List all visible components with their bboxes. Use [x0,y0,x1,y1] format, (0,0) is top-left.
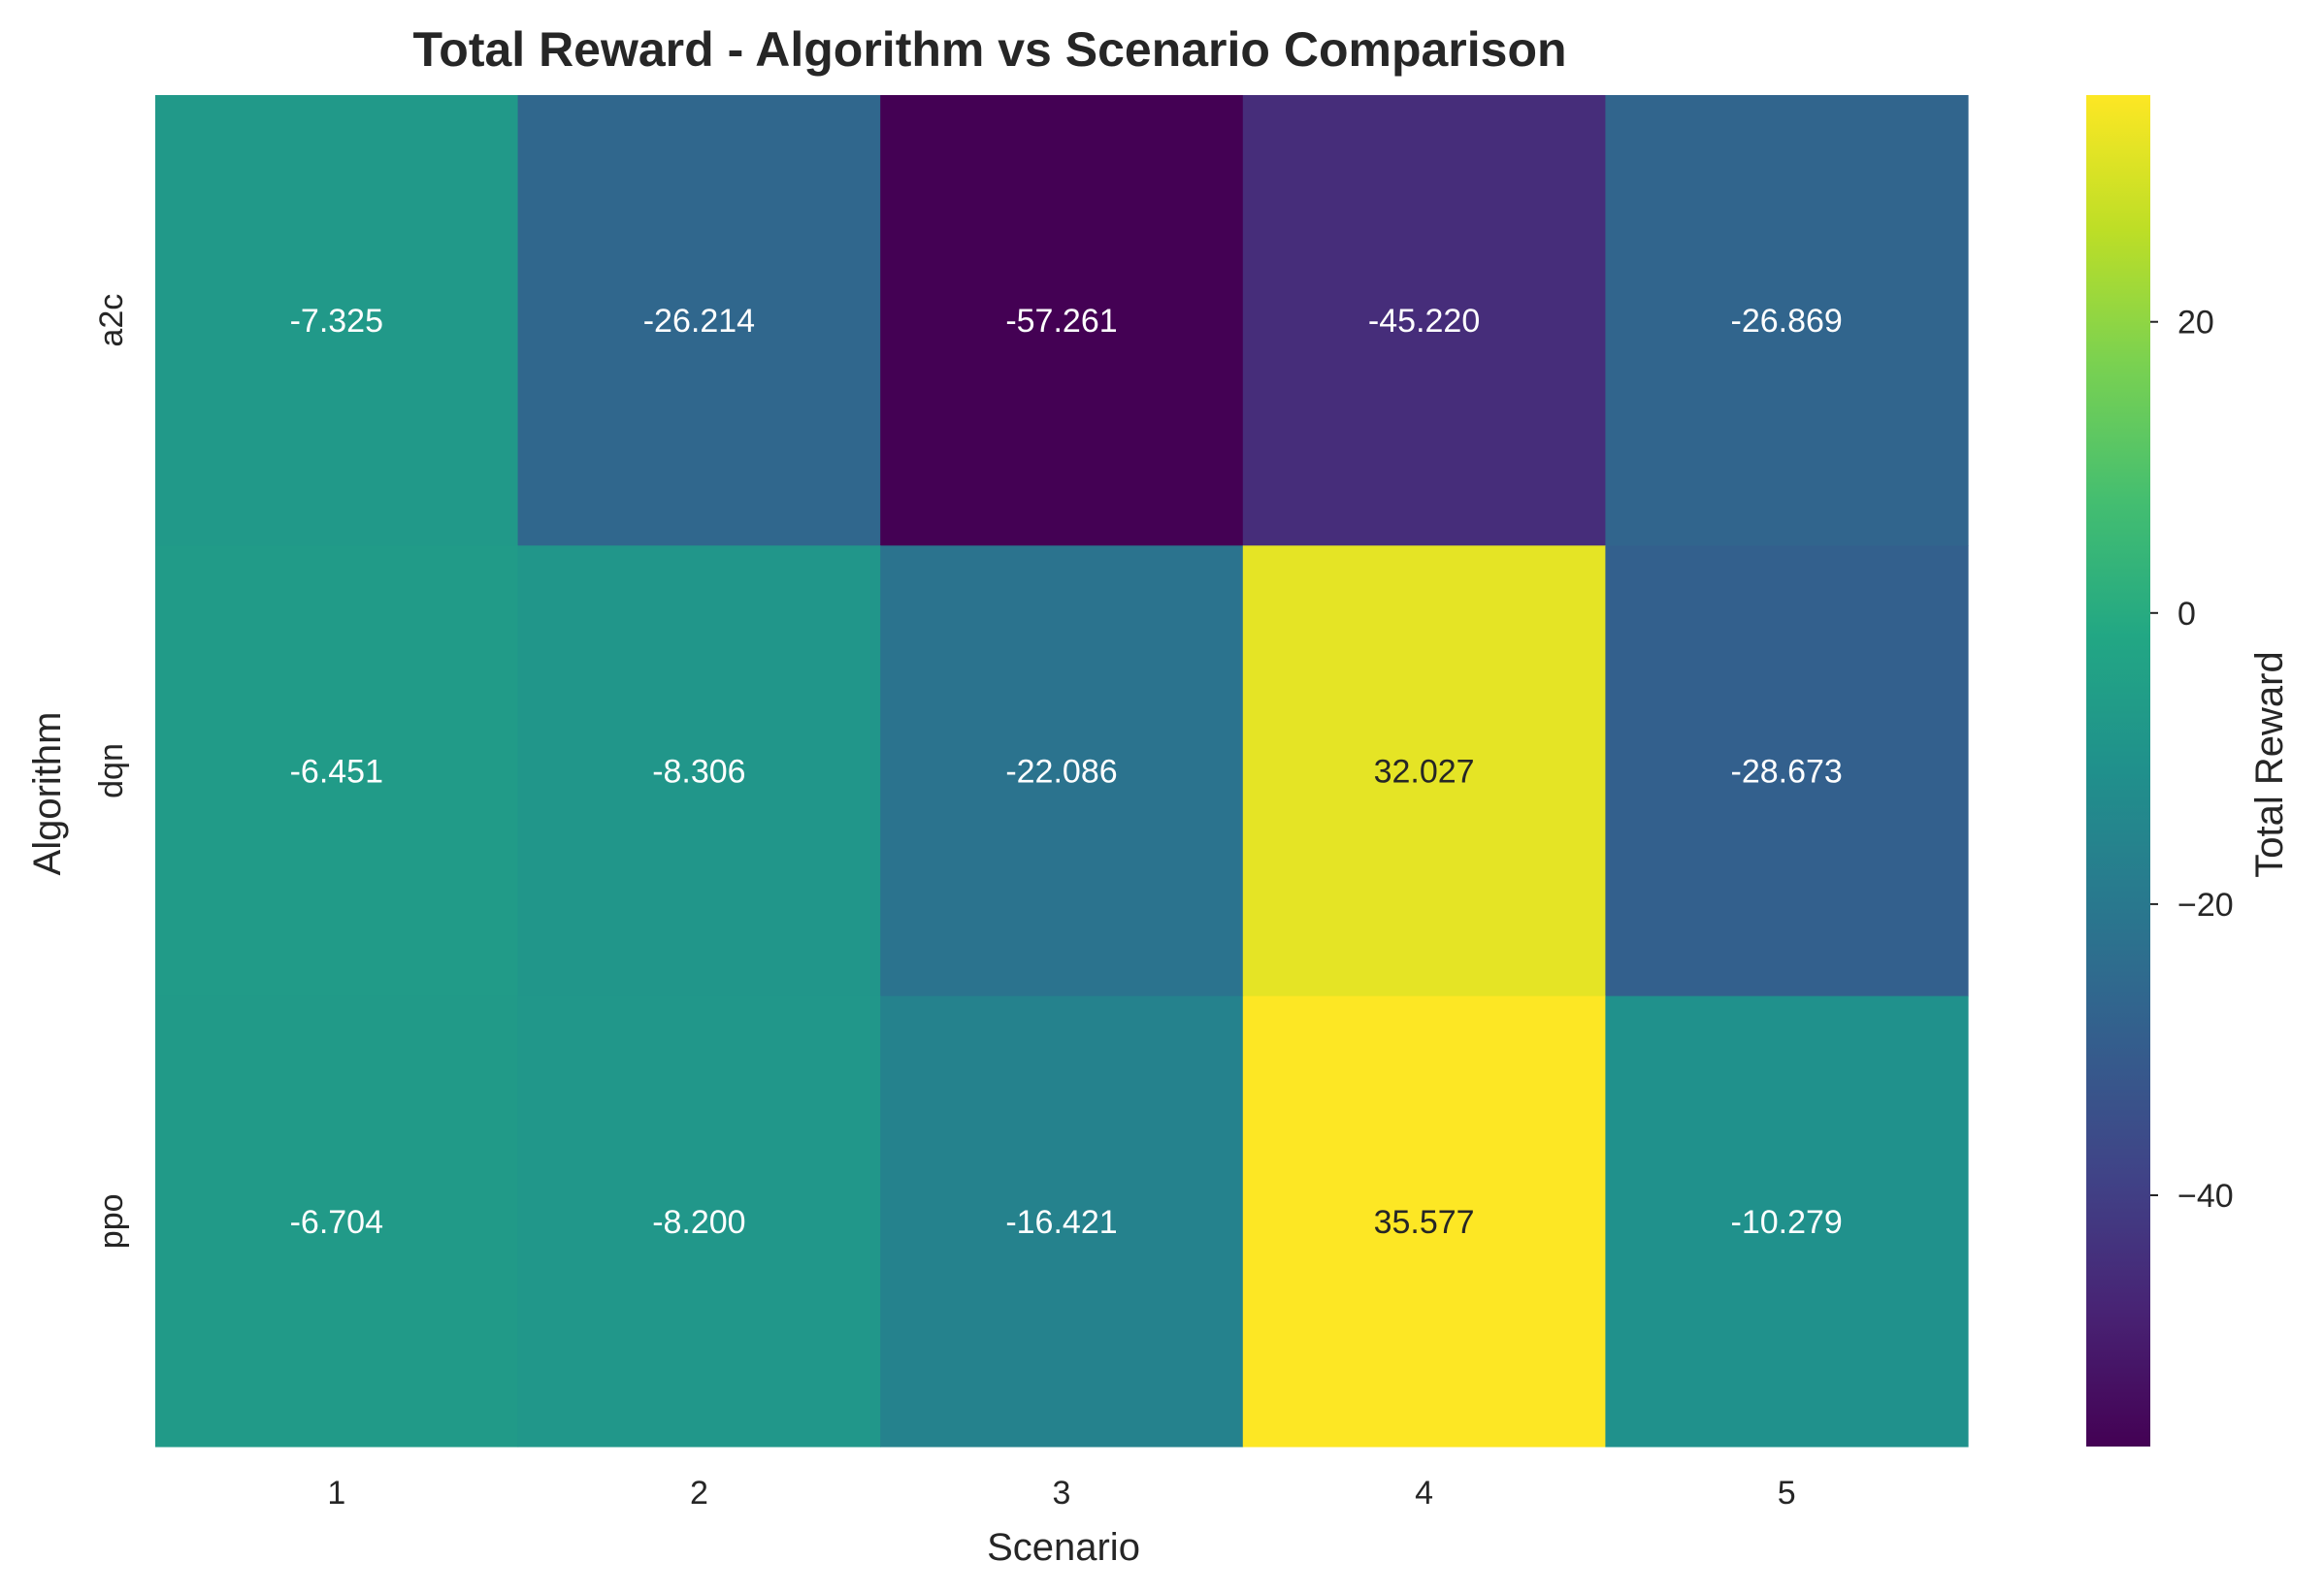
heatmap-cell [880,995,1244,1448]
colorbar-tick-label: −20 [2177,887,2234,924]
cell-value-label: -45.220 [1368,303,1480,340]
heatmap-cell [155,95,519,546]
heatmap-cell [155,545,519,997]
heatmap-cell [517,545,881,997]
cell-value-label: 32.027 [1374,754,1475,791]
cell-value-label: -6.704 [290,1204,383,1241]
heatmap-cell [155,995,519,1448]
x-tick-label: 2 [690,1475,708,1512]
cell-value-label: -8.200 [652,1204,745,1241]
cell-value-label: -6.451 [290,754,383,791]
y-tick-labels: a2c dqn ppo [93,294,130,1249]
cell-value-label: -8.306 [652,754,745,791]
heatmap-cell [517,95,881,546]
colorbar-tick-labels: 20 0 −20 −40 [2150,305,2234,1215]
colorbar-label: Total Reward [2248,651,2291,877]
x-axis-label: Scenario [987,1526,1140,1569]
cell-value-label: -28.673 [1731,754,1843,791]
cell-value-label: -22.086 [1005,754,1117,791]
chart-title: Total Reward - Algorithm vs Scenario Com… [412,22,1566,77]
cell-value-label: -26.214 [643,303,755,340]
cell-value-label: -16.421 [1005,1204,1117,1241]
heatmap-cell [1242,995,1606,1448]
heatmap-cell [1242,95,1606,546]
cell-value-label: 35.577 [1374,1204,1475,1241]
colorbar-tick-label: −40 [2177,1178,2234,1215]
colorbar-tick-label: 0 [2177,596,2196,633]
x-tick-label: 1 [327,1475,345,1512]
heatmap-cells [155,95,1969,1448]
x-tick-labels: 1 2 3 4 5 [327,1475,1795,1512]
y-tick-label: ppo [93,1193,130,1249]
y-axis-label: Algorithm [26,712,69,876]
colorbar-tick-label: 20 [2177,305,2214,342]
heatmap-cell-labels: -7.325 -26.214 -57.261 -45.220 -26.869 -6.451… [290,303,1843,1241]
x-tick-label: 3 [1053,1475,1071,1512]
cell-value-label: -57.261 [1005,303,1117,340]
cell-value-label: -10.279 [1731,1204,1843,1241]
heatmap-cell [880,545,1244,997]
heatmap-cell [1605,995,1969,1448]
heatmap-cell [880,95,1244,546]
heatmap-cell [1242,545,1606,997]
y-tick-label: dqn [93,743,130,798]
heatmap-cell [1605,545,1969,997]
colorbar [2086,95,2150,1447]
heatmap-cell [517,995,881,1448]
y-tick-label: a2c [93,294,130,347]
heatmap-cell [1605,95,1969,546]
x-tick-label: 4 [1415,1475,1433,1512]
x-tick-label: 5 [1778,1475,1796,1512]
cell-value-label: -26.869 [1731,303,1843,340]
cell-value-label: -7.325 [290,303,383,340]
